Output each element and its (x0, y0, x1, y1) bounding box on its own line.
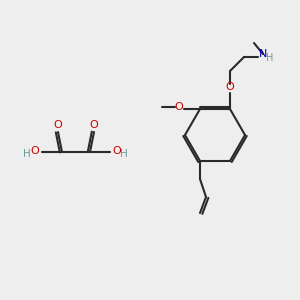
Text: O: O (226, 82, 234, 92)
Text: O: O (112, 146, 122, 156)
Text: O: O (54, 120, 62, 130)
Text: H: H (266, 53, 274, 63)
Text: N: N (259, 49, 267, 59)
Text: H: H (120, 149, 128, 159)
Text: O: O (175, 102, 183, 112)
Text: O: O (90, 120, 98, 130)
Text: O: O (31, 146, 39, 156)
Text: H: H (23, 149, 31, 159)
